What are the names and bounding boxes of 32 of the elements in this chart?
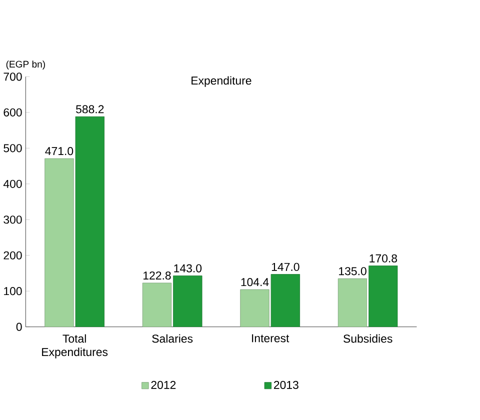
x-tick-label: Salaries — [152, 334, 193, 343]
y-tick-label: 500 — [4, 144, 22, 152]
x-tick-label: Interest — [252, 334, 290, 342]
data-label: 170.8 — [370, 254, 398, 263]
data-label: 135.0 — [339, 267, 366, 276]
y-tick-label: 300 — [4, 216, 22, 224]
x-tick-label: Total Expenditures — [42, 334, 108, 358]
y-tick-label: 600 — [4, 108, 22, 117]
y-tick-label: 100 — [4, 287, 22, 296]
bar — [75, 116, 104, 327]
bar — [142, 282, 172, 327]
bar — [173, 276, 202, 327]
data-label: 588.2 — [76, 105, 104, 114]
data-label: 143.0 — [174, 264, 202, 272]
bar — [368, 266, 398, 327]
legend-label: 2012 — [151, 380, 176, 390]
data-label: 147.0 — [272, 262, 300, 272]
y-tick-label: 0 — [16, 322, 22, 331]
legend-label: 2013 — [274, 380, 298, 390]
bar — [270, 274, 300, 327]
bar — [240, 289, 270, 327]
bar — [338, 278, 368, 327]
chart-title: Expenditure — [192, 76, 252, 88]
bar — [44, 158, 74, 327]
data-label: 104.4 — [241, 278, 269, 286]
x-tick-label: Subsidies — [344, 334, 392, 343]
y-tick-label: 200 — [4, 251, 22, 260]
data-label: 471.0 — [45, 147, 74, 156]
y-tick-label: 400 — [3, 180, 22, 188]
data-label: 122.8 — [144, 272, 171, 280]
y-axis-title: (EGP bn) — [6, 60, 45, 70]
y-tick-label: 700 — [4, 72, 22, 81]
